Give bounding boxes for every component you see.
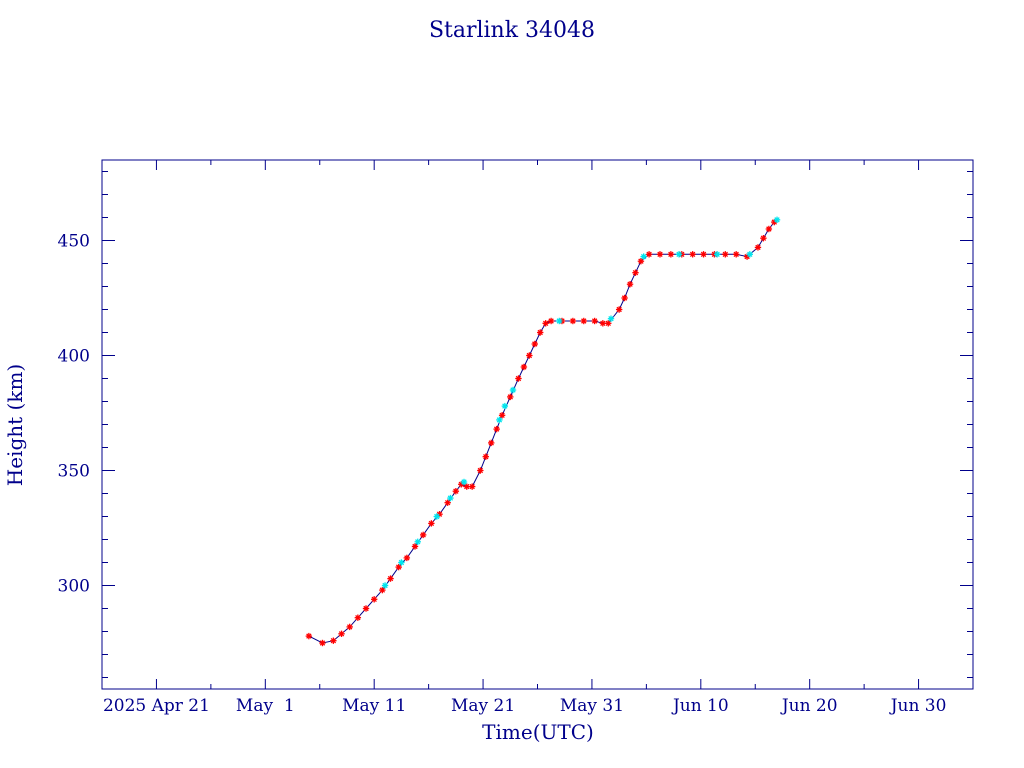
x-tick-label: May 11 (342, 696, 406, 716)
y-tick-label: 450 (58, 232, 90, 252)
data-point (477, 467, 484, 474)
x-tick-label: May 1 (236, 696, 295, 716)
data-point-alt (501, 402, 509, 410)
data-point (621, 294, 628, 302)
data-point (599, 320, 607, 327)
data-point (547, 317, 555, 325)
data-point (520, 363, 528, 371)
plot-frame (101, 159, 974, 690)
data-point-alt (398, 559, 405, 566)
data-point (591, 317, 598, 325)
data-points (305, 216, 781, 647)
data-point (526, 352, 533, 359)
data-point (370, 596, 378, 603)
data-point-alt (713, 251, 721, 258)
data-point (319, 639, 326, 647)
data-point (338, 630, 345, 637)
y-tick-label: 350 (58, 462, 90, 482)
data-point (452, 488, 460, 495)
y-axis-label: Height (km) (3, 364, 27, 486)
data-point (667, 251, 675, 258)
data-point (387, 575, 394, 582)
data-point (760, 235, 767, 242)
x-tick-label: Jun 20 (780, 696, 838, 716)
x-tick-label: Jun 10 (671, 696, 729, 716)
data-point (444, 499, 451, 506)
data-point (330, 637, 337, 644)
axis-ticks (102, 160, 973, 689)
data-point (468, 483, 476, 490)
data-point (488, 439, 495, 447)
data-point (482, 453, 489, 460)
chart-title: Starlink 34048 (429, 18, 595, 43)
data-point (542, 320, 549, 327)
axis-tick-labels: 2025 Apr 21 May 1 May 11 May 21 May 31 Jun 10… (58, 232, 947, 717)
data-point (615, 306, 623, 313)
data-point (493, 425, 500, 433)
x-tick-label: 2025 Apr 21 (103, 696, 210, 716)
data-point (722, 251, 729, 258)
data-point (656, 251, 664, 258)
data-point (626, 281, 634, 288)
data-point-alt (460, 478, 468, 486)
data-point (346, 623, 353, 631)
data-point (754, 244, 762, 251)
data-point (498, 412, 506, 419)
data-point (362, 605, 370, 612)
data-point-alt (607, 315, 615, 322)
data-point (765, 225, 773, 233)
data-point (531, 340, 538, 348)
data-point (689, 251, 696, 258)
data-point-alt (414, 538, 421, 545)
data-point (411, 543, 419, 550)
data-point (732, 251, 740, 258)
x-tick-label: May 31 (560, 696, 624, 716)
data-point (632, 269, 639, 276)
x-tick-label: May 21 (451, 696, 515, 716)
trend-line (308, 221, 775, 644)
data-point (419, 531, 427, 539)
data-point-alt (675, 251, 683, 258)
data-point (537, 329, 544, 336)
data-point (645, 251, 653, 258)
data-point (403, 554, 411, 562)
data-point (305, 632, 313, 640)
data-point (637, 258, 645, 265)
data-point-alt (509, 386, 517, 394)
data-point (605, 320, 612, 327)
x-axis-label: Time(UTC) (482, 720, 594, 744)
trend-line-path (308, 221, 775, 644)
data-point (395, 563, 402, 571)
data-point (379, 586, 386, 594)
data-point-alt (640, 253, 647, 260)
data-point (354, 614, 362, 621)
data-point-alt (433, 513, 440, 520)
data-point (700, 251, 707, 258)
data-point-alt (556, 317, 563, 325)
data-point (428, 520, 435, 527)
y-tick-label: 300 (58, 577, 90, 597)
data-point (507, 393, 514, 401)
data-point-alt (773, 216, 781, 223)
data-point-alt (447, 494, 454, 502)
data-point (463, 483, 470, 490)
data-point-alt (746, 251, 754, 258)
y-tick-label: 400 (58, 347, 90, 367)
data-point (569, 317, 577, 325)
data-point (580, 317, 587, 325)
x-tick-label: Jun 30 (889, 696, 947, 716)
data-point (515, 375, 522, 382)
data-point-alt (381, 582, 389, 589)
data-point-alt (496, 416, 503, 424)
